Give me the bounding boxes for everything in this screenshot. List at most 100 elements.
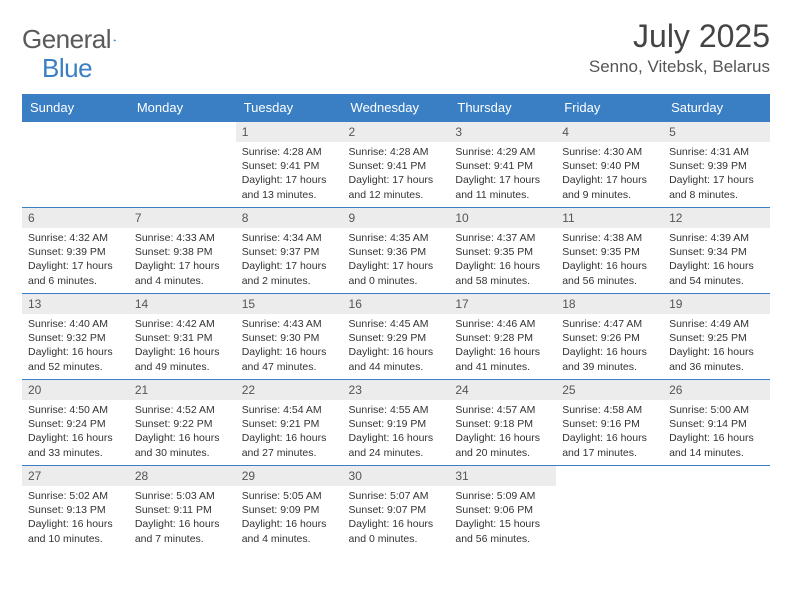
- day-details: Sunrise: 5:09 AMSunset: 9:06 PMDaylight:…: [449, 486, 556, 550]
- logo: General: [22, 24, 137, 55]
- calendar-cell: 31Sunrise: 5:09 AMSunset: 9:06 PMDayligh…: [449, 466, 556, 552]
- day-number: 19: [663, 294, 770, 314]
- day-details: Sunrise: 4:28 AMSunset: 9:41 PMDaylight:…: [236, 142, 343, 206]
- day-details: Sunrise: 4:38 AMSunset: 9:35 PMDaylight:…: [556, 228, 663, 292]
- day-number: 27: [22, 466, 129, 486]
- day-details: Sunrise: 4:57 AMSunset: 9:18 PMDaylight:…: [449, 400, 556, 464]
- day-number: 11: [556, 208, 663, 228]
- location: Senno, Vitebsk, Belarus: [589, 57, 770, 77]
- calendar-week-row: 20Sunrise: 4:50 AMSunset: 9:24 PMDayligh…: [22, 380, 770, 466]
- calendar-cell: 26Sunrise: 5:00 AMSunset: 9:14 PMDayligh…: [663, 380, 770, 466]
- day-details: Sunrise: 4:58 AMSunset: 9:16 PMDaylight:…: [556, 400, 663, 464]
- day-number: 29: [236, 466, 343, 486]
- calendar-cell: 8Sunrise: 4:34 AMSunset: 9:37 PMDaylight…: [236, 208, 343, 294]
- day-details: Sunrise: 4:39 AMSunset: 9:34 PMDaylight:…: [663, 228, 770, 292]
- calendar-cell: 1Sunrise: 4:28 AMSunset: 9:41 PMDaylight…: [236, 122, 343, 208]
- day-details: Sunrise: 4:49 AMSunset: 9:25 PMDaylight:…: [663, 314, 770, 378]
- day-number: 9: [343, 208, 450, 228]
- logo-text-blue: Blue: [42, 53, 92, 84]
- day-number: 31: [449, 466, 556, 486]
- day-details: Sunrise: 4:40 AMSunset: 9:32 PMDaylight:…: [22, 314, 129, 378]
- day-details: Sunrise: 4:42 AMSunset: 9:31 PMDaylight:…: [129, 314, 236, 378]
- day-details: Sunrise: 4:50 AMSunset: 9:24 PMDaylight:…: [22, 400, 129, 464]
- day-number: 13: [22, 294, 129, 314]
- calendar-cell: 13Sunrise: 4:40 AMSunset: 9:32 PMDayligh…: [22, 294, 129, 380]
- weekday-header: Tuesday: [236, 94, 343, 122]
- calendar-cell: 12Sunrise: 4:39 AMSunset: 9:34 PMDayligh…: [663, 208, 770, 294]
- calendar-cell: [22, 122, 129, 208]
- day-number: 22: [236, 380, 343, 400]
- day-details: Sunrise: 4:30 AMSunset: 9:40 PMDaylight:…: [556, 142, 663, 206]
- day-number: 7: [129, 208, 236, 228]
- calendar-table: Sunday Monday Tuesday Wednesday Thursday…: [22, 94, 770, 552]
- day-number: 17: [449, 294, 556, 314]
- calendar-week-row: 13Sunrise: 4:40 AMSunset: 9:32 PMDayligh…: [22, 294, 770, 380]
- calendar-week-row: 6Sunrise: 4:32 AMSunset: 9:39 PMDaylight…: [22, 208, 770, 294]
- day-number: 21: [129, 380, 236, 400]
- calendar-cell: 3Sunrise: 4:29 AMSunset: 9:41 PMDaylight…: [449, 122, 556, 208]
- day-details: Sunrise: 4:46 AMSunset: 9:28 PMDaylight:…: [449, 314, 556, 378]
- calendar-cell: 6Sunrise: 4:32 AMSunset: 9:39 PMDaylight…: [22, 208, 129, 294]
- day-details: Sunrise: 4:37 AMSunset: 9:35 PMDaylight:…: [449, 228, 556, 292]
- month-title: July 2025: [589, 18, 770, 55]
- logo-text-general: General: [22, 24, 111, 55]
- day-details: Sunrise: 5:05 AMSunset: 9:09 PMDaylight:…: [236, 486, 343, 550]
- day-number: 18: [556, 294, 663, 314]
- calendar-cell: [663, 466, 770, 552]
- day-number: 8: [236, 208, 343, 228]
- calendar-cell: 14Sunrise: 4:42 AMSunset: 9:31 PMDayligh…: [129, 294, 236, 380]
- calendar-cell: 18Sunrise: 4:47 AMSunset: 9:26 PMDayligh…: [556, 294, 663, 380]
- day-details: Sunrise: 4:43 AMSunset: 9:30 PMDaylight:…: [236, 314, 343, 378]
- day-number: 15: [236, 294, 343, 314]
- calendar-cell: 4Sunrise: 4:30 AMSunset: 9:40 PMDaylight…: [556, 122, 663, 208]
- calendar-cell: 30Sunrise: 5:07 AMSunset: 9:07 PMDayligh…: [343, 466, 450, 552]
- calendar-cell: 25Sunrise: 4:58 AMSunset: 9:16 PMDayligh…: [556, 380, 663, 466]
- weekday-header-row: Sunday Monday Tuesday Wednesday Thursday…: [22, 94, 770, 122]
- calendar-cell: 9Sunrise: 4:35 AMSunset: 9:36 PMDaylight…: [343, 208, 450, 294]
- calendar-cell: 28Sunrise: 5:03 AMSunset: 9:11 PMDayligh…: [129, 466, 236, 552]
- day-number: 14: [129, 294, 236, 314]
- day-number: 12: [663, 208, 770, 228]
- day-details: Sunrise: 5:02 AMSunset: 9:13 PMDaylight:…: [22, 486, 129, 550]
- calendar-cell: [556, 466, 663, 552]
- calendar-cell: 21Sunrise: 4:52 AMSunset: 9:22 PMDayligh…: [129, 380, 236, 466]
- calendar-cell: 2Sunrise: 4:28 AMSunset: 9:41 PMDaylight…: [343, 122, 450, 208]
- calendar-week-row: 1Sunrise: 4:28 AMSunset: 9:41 PMDaylight…: [22, 122, 770, 208]
- weekday-header: Saturday: [663, 94, 770, 122]
- calendar-cell: 15Sunrise: 4:43 AMSunset: 9:30 PMDayligh…: [236, 294, 343, 380]
- day-number: 6: [22, 208, 129, 228]
- day-details: Sunrise: 4:45 AMSunset: 9:29 PMDaylight:…: [343, 314, 450, 378]
- weekday-header: Monday: [129, 94, 236, 122]
- calendar-week-row: 27Sunrise: 5:02 AMSunset: 9:13 PMDayligh…: [22, 466, 770, 552]
- day-details: Sunrise: 4:35 AMSunset: 9:36 PMDaylight:…: [343, 228, 450, 292]
- calendar-cell: 19Sunrise: 4:49 AMSunset: 9:25 PMDayligh…: [663, 294, 770, 380]
- calendar-cell: 11Sunrise: 4:38 AMSunset: 9:35 PMDayligh…: [556, 208, 663, 294]
- weekday-header: Friday: [556, 94, 663, 122]
- day-number: 1: [236, 122, 343, 142]
- day-details: Sunrise: 4:54 AMSunset: 9:21 PMDaylight:…: [236, 400, 343, 464]
- day-number: 30: [343, 466, 450, 486]
- day-number: 4: [556, 122, 663, 142]
- day-details: Sunrise: 4:52 AMSunset: 9:22 PMDaylight:…: [129, 400, 236, 464]
- calendar-cell: 22Sunrise: 4:54 AMSunset: 9:21 PMDayligh…: [236, 380, 343, 466]
- day-details: Sunrise: 5:07 AMSunset: 9:07 PMDaylight:…: [343, 486, 450, 550]
- weekday-header: Sunday: [22, 94, 129, 122]
- day-number: 3: [449, 122, 556, 142]
- day-details: Sunrise: 4:55 AMSunset: 9:19 PMDaylight:…: [343, 400, 450, 464]
- day-number: 25: [556, 380, 663, 400]
- day-details: Sunrise: 4:28 AMSunset: 9:41 PMDaylight:…: [343, 142, 450, 206]
- calendar-cell: 5Sunrise: 4:31 AMSunset: 9:39 PMDaylight…: [663, 122, 770, 208]
- day-details: Sunrise: 4:29 AMSunset: 9:41 PMDaylight:…: [449, 142, 556, 206]
- day-number: 24: [449, 380, 556, 400]
- calendar-cell: 7Sunrise: 4:33 AMSunset: 9:38 PMDaylight…: [129, 208, 236, 294]
- calendar-cell: [129, 122, 236, 208]
- calendar-cell: 10Sunrise: 4:37 AMSunset: 9:35 PMDayligh…: [449, 208, 556, 294]
- day-number: 26: [663, 380, 770, 400]
- calendar-cell: 27Sunrise: 5:02 AMSunset: 9:13 PMDayligh…: [22, 466, 129, 552]
- day-details: Sunrise: 5:00 AMSunset: 9:14 PMDaylight:…: [663, 400, 770, 464]
- day-details: Sunrise: 4:47 AMSunset: 9:26 PMDaylight:…: [556, 314, 663, 378]
- calendar-cell: 23Sunrise: 4:55 AMSunset: 9:19 PMDayligh…: [343, 380, 450, 466]
- day-details: Sunrise: 4:31 AMSunset: 9:39 PMDaylight:…: [663, 142, 770, 206]
- day-number: 5: [663, 122, 770, 142]
- calendar-cell: 20Sunrise: 4:50 AMSunset: 9:24 PMDayligh…: [22, 380, 129, 466]
